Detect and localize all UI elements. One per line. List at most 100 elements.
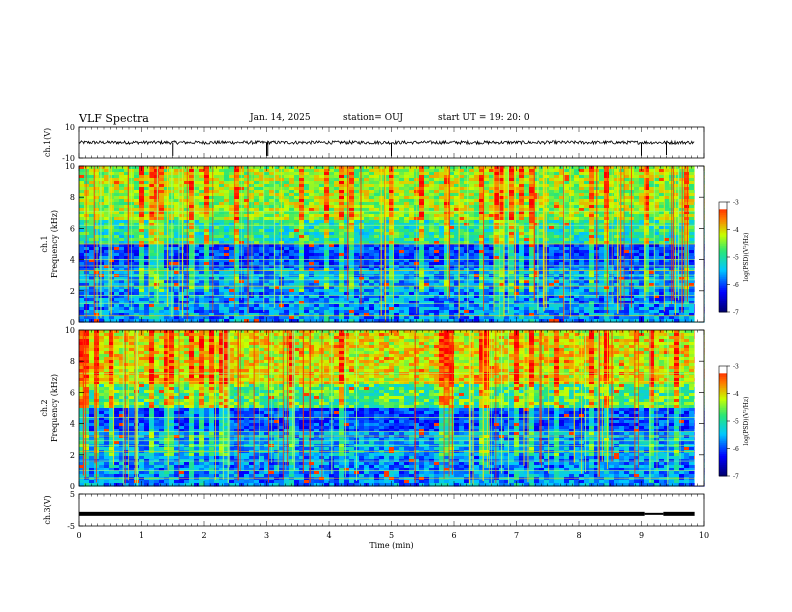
spectrogram-cell	[199, 295, 205, 299]
spectrogram-cell	[429, 289, 435, 293]
spectrogram-cell	[134, 277, 140, 281]
spectrogram-cell	[124, 202, 130, 206]
spectrogram-cell	[219, 181, 225, 185]
spectrogram-cell	[269, 175, 275, 179]
spectrogram-cell	[139, 283, 145, 287]
spectrogram-cell	[349, 274, 355, 278]
spectrogram-cell	[154, 259, 160, 263]
spectrogram-cell	[394, 283, 400, 287]
spectrogram-cell	[99, 178, 105, 182]
spectrogram-cell	[299, 304, 305, 308]
spectrogram-cell	[354, 184, 360, 188]
spectrogram-cell	[154, 253, 160, 257]
spectrogram-cell	[329, 256, 335, 260]
spectrogram-cell	[199, 181, 205, 185]
spectrogram-cell	[154, 247, 160, 251]
spectrogram-cell	[194, 241, 200, 245]
spectrogram-cell	[119, 166, 125, 170]
spectrogram-cell	[429, 301, 435, 305]
spectrogram-cell	[134, 307, 140, 311]
spectrogram-cell	[154, 316, 160, 320]
spectrogram-cell	[114, 217, 120, 221]
spectrogram-cell	[364, 205, 370, 209]
spectrogram-cell	[234, 202, 240, 206]
spectrogram-cell	[289, 190, 295, 194]
spectrogram-cell	[354, 319, 360, 323]
spectrogram-cell	[139, 244, 145, 248]
spectrogram-cell	[214, 202, 220, 206]
spectrogram-cell	[194, 166, 200, 170]
spectrogram-cell	[264, 175, 270, 179]
spectrogram-cell	[129, 283, 135, 287]
spectrogram-cell	[319, 265, 325, 269]
spectrogram-cell	[264, 214, 270, 218]
spectrogram-cell	[219, 166, 225, 170]
spectrogram-cell	[159, 283, 165, 287]
spectrogram-cell	[79, 184, 85, 188]
spectrogram-cell	[289, 283, 295, 287]
spectrogram-cell	[394, 184, 400, 188]
spectrogram-cell	[344, 193, 350, 197]
spectrogram-cell	[359, 178, 365, 182]
spectrogram-cell	[104, 268, 110, 272]
spectrogram-cell	[114, 211, 120, 215]
spectrogram-cell	[244, 304, 250, 308]
spectrogram-cell	[334, 253, 340, 257]
spectrogram-cell	[429, 181, 435, 185]
spectrogram-cell	[369, 226, 375, 230]
spectrogram-cell	[274, 226, 280, 230]
spectrogram-cell	[434, 250, 440, 254]
spectrogram-cell	[294, 223, 300, 227]
spectrogram-cell	[194, 301, 200, 305]
spectrogram-cell	[139, 298, 145, 302]
spectrogram-cell	[319, 208, 325, 212]
spectrogram-cell	[334, 175, 340, 179]
spectrogram-cell	[84, 187, 90, 191]
spectrogram-cell	[219, 319, 225, 323]
spectrogram-cell	[269, 214, 275, 218]
spectrogram-cell	[399, 226, 405, 230]
spectrogram-cell	[159, 223, 165, 227]
spectrogram-cell	[209, 298, 215, 302]
spectrogram-cell	[84, 220, 90, 224]
spectrogram-cell	[194, 169, 200, 173]
spectrogram-cell	[424, 211, 430, 215]
spectrogram-cell	[389, 262, 395, 266]
spectrogram-cell	[424, 307, 430, 311]
spectrogram-cell	[224, 184, 230, 188]
spectrogram-cell	[219, 205, 225, 209]
spectrogram-cell	[369, 187, 375, 191]
spectrogram-cell	[254, 244, 260, 248]
spectrogram-cell	[339, 220, 345, 224]
spectrogram-cell	[204, 277, 210, 281]
spectrogram-cell	[324, 292, 330, 296]
spectrogram-cell	[374, 286, 380, 290]
spectrogram-cell	[419, 181, 425, 185]
spectrogram-cell	[139, 235, 145, 239]
spectrogram-cell	[114, 310, 120, 314]
spectrogram-cell	[184, 286, 190, 290]
spectrogram-cell	[374, 211, 380, 215]
spectrogram-cell	[149, 265, 155, 269]
spectrogram-cell	[429, 280, 435, 284]
spectrogram-cell	[149, 184, 155, 188]
spectrogram-cell	[219, 277, 225, 281]
spectrogram-cell	[304, 277, 310, 281]
spectrogram-cell	[209, 226, 215, 230]
spectrogram-cell	[354, 253, 360, 257]
spectrogram-cell	[309, 235, 315, 239]
spectrogram-cell	[89, 241, 95, 245]
spectrogram-cell	[364, 223, 370, 227]
spectrogram-cell	[79, 256, 85, 260]
spectrogram-cell	[274, 196, 280, 200]
spectrogram-cell	[214, 313, 220, 317]
spectrogram-cell	[114, 220, 120, 224]
spectrogram-cell	[139, 271, 145, 275]
spectrogram-cell	[284, 235, 290, 239]
spectrogram-cell	[194, 271, 200, 275]
spectrogram-cell	[134, 175, 140, 179]
spectrogram-cell	[144, 292, 150, 296]
spectrogram-cell	[244, 196, 250, 200]
spectrogram-cell	[329, 253, 335, 257]
spectrogram-cell	[79, 268, 85, 272]
